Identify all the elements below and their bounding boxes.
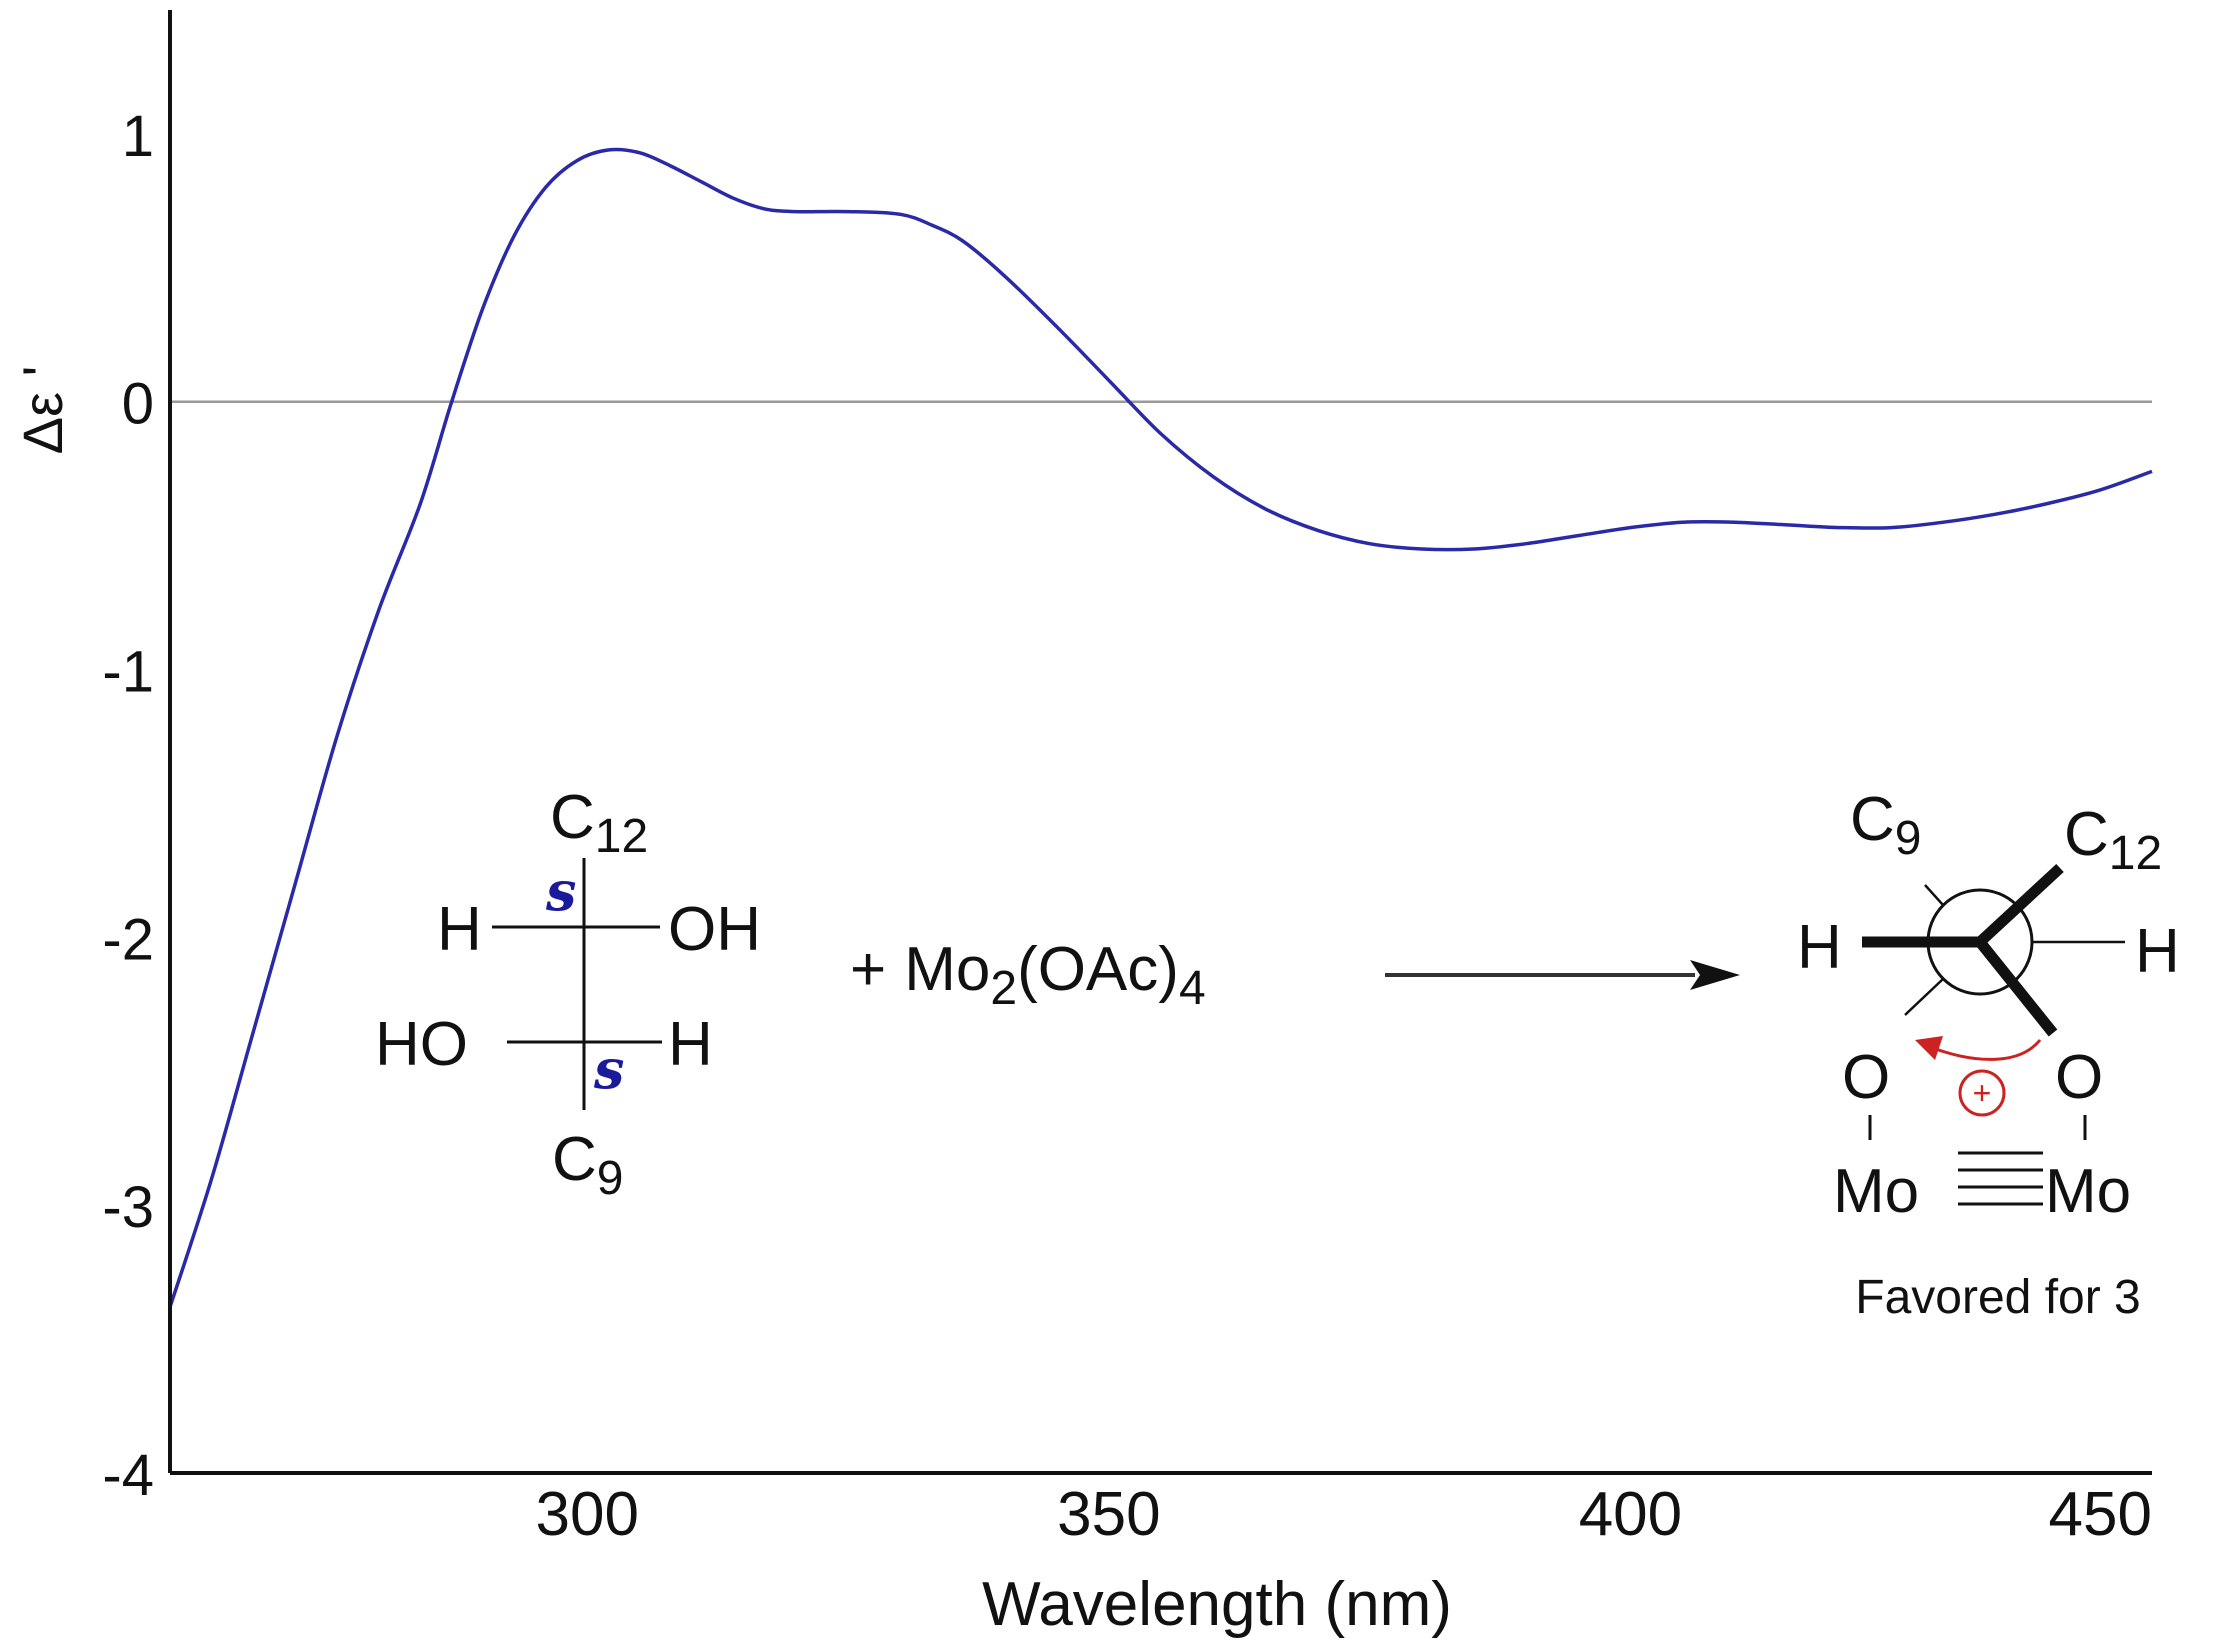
fischer-row1-left: H (437, 895, 482, 964)
newman-mo-right: Mo (2045, 1157, 2131, 1226)
x-tick-label: 300 (536, 1480, 639, 1549)
newman-o-right: O (2055, 1043, 2103, 1112)
rotation-arrowhead (1915, 1036, 1943, 1060)
cd-curve (168, 147, 2153, 1308)
reagent-formula: + Mo2(OAc)4 (850, 935, 1206, 1015)
reaction-arrow (1385, 960, 1740, 990)
newman-c12-label: C12 (2064, 800, 2162, 880)
mo-mo-quadruple-bond (1958, 1151, 2043, 1206)
stereo-descriptor-upper: s (545, 859, 576, 923)
y-tick-label: -1 (102, 640, 154, 705)
newman-mo-left: Mo (1833, 1157, 1919, 1226)
fischer-bottom-carbon: C9 (552, 1125, 623, 1205)
rotation-arrow (1924, 1039, 2042, 1061)
x-tick-label: 350 (1057, 1480, 1160, 1549)
x-tick-label: 450 (2049, 1480, 2152, 1549)
y-tick-label: 0 (122, 372, 154, 437)
newman-h-right: H (2135, 917, 2180, 986)
positive-sign-circle (1958, 1069, 2006, 1117)
fischer-row1-right: OH (668, 895, 761, 964)
y-tick-labels: 1 0 -1 -2 -3 -4 (102, 104, 154, 1508)
fischer-top-carbon: C12 (550, 783, 648, 863)
stereo-descriptor-lower: s (593, 1037, 624, 1101)
x-tick-label: 400 (1579, 1480, 1682, 1549)
newman-projection: C9 C12 H H O O Mo Mo + Favored for 3 (1797, 785, 2180, 1324)
x-axis-label: Wavelength (nm) (982, 1570, 1452, 1639)
fischer-projection: C12 H OH HO H C9 s s (375, 783, 761, 1205)
fischer-row2-left: HO (375, 1010, 468, 1079)
newman-c9-label: C9 (1850, 785, 1921, 865)
y-tick-label: 1 (122, 104, 154, 169)
newman-o-left: O (1842, 1043, 1890, 1112)
x-tick-labels: 300 350 400 450 (536, 1480, 2152, 1549)
y-tick-label: -4 (102, 1443, 154, 1508)
newman-h-left: H (1797, 913, 1842, 982)
y-tick-label: -2 (102, 907, 154, 972)
y-axis-label: Δε ' (11, 366, 74, 455)
newman-caption: Favored for 3 (1855, 1271, 2140, 1324)
y-tick-label: -3 (102, 1175, 154, 1240)
positive-sign: + (1973, 1075, 1992, 1111)
fischer-row2-right: H (668, 1010, 713, 1079)
